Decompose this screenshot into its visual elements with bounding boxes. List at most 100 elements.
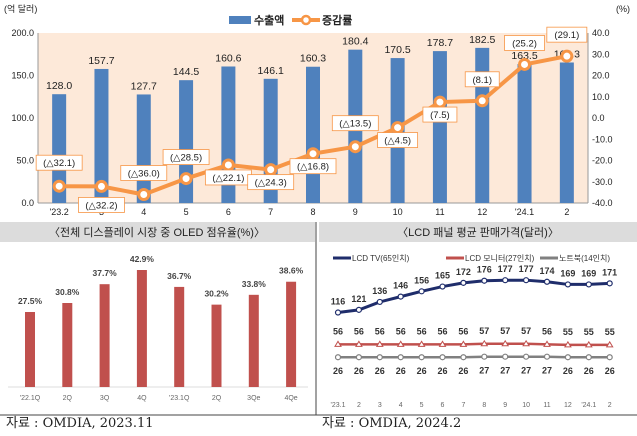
price-label: 26	[563, 366, 573, 376]
legend-label: 노트북(14인치)	[559, 253, 610, 263]
price-point	[418, 354, 425, 361]
growth-point	[264, 163, 278, 177]
legend-line-marker	[300, 14, 312, 26]
price-point	[355, 354, 362, 361]
price-point	[439, 354, 446, 361]
x-tick: 7	[268, 207, 273, 217]
y-right-tick: -40.0	[592, 198, 613, 208]
price-label: 26	[458, 366, 468, 376]
price-label: 156	[414, 275, 429, 285]
price-point	[543, 340, 551, 347]
oled-bar-label: 36.7%	[167, 271, 192, 281]
x-tick: 10	[393, 207, 403, 217]
price-label: 177	[498, 264, 513, 274]
growth-label: (△32.1)	[43, 158, 75, 169]
growth-point	[52, 179, 66, 193]
price-label: 57	[521, 326, 531, 336]
price-point	[522, 353, 530, 360]
y-right-tick: 10.0	[592, 92, 610, 102]
price-label: 55	[563, 327, 573, 337]
price-point	[564, 281, 572, 288]
growth-label: (△16.8)	[297, 162, 329, 173]
growth-label-box	[331, 115, 379, 132]
bar	[306, 66, 320, 204]
source-right: 자료 : OMDIA, 2024.2	[322, 416, 462, 431]
x-tick: 8	[310, 207, 315, 217]
y-left-tick: 150.0	[11, 71, 34, 81]
price-point	[481, 353, 488, 360]
chart2-x-tick: 2Q	[63, 395, 73, 402]
chart2-x-tick: 2Q	[212, 395, 222, 402]
chart3-title: 〈LCD 패널 평균 판매가격(달러)〉	[397, 226, 559, 239]
growth-point	[475, 94, 489, 108]
growth-label: (△28.5)	[170, 153, 202, 164]
legend-bar-swatch	[229, 16, 251, 24]
chart2-title: 〈전체 디스플레이 시장 중 OLED 점유율(%)〉	[49, 226, 265, 239]
oled-bar	[248, 294, 259, 387]
chart3-x-tick: 12	[564, 402, 572, 409]
growth-point	[179, 172, 193, 186]
growth-label: (△4.5)	[384, 136, 411, 147]
price-line	[338, 342, 610, 347]
price-point	[543, 278, 551, 285]
chart3-x-tick: 4	[399, 402, 403, 409]
price-label: 172	[456, 267, 471, 277]
growth-label-box	[162, 149, 210, 165]
chart3-x-tick: 7	[461, 402, 465, 409]
price-point	[376, 354, 383, 361]
price-point	[564, 354, 572, 361]
price-point	[417, 340, 426, 347]
growth-label: (△36.0)	[128, 169, 160, 180]
x-tick: 5	[184, 207, 189, 217]
x-tick: 4	[141, 207, 146, 217]
price-point	[502, 353, 509, 360]
price-label: 26	[605, 366, 615, 376]
price-line	[338, 355, 610, 359]
y-left-tick: 200.0	[11, 28, 34, 38]
bar-label: 160.3	[300, 53, 326, 65]
price-label: 146	[393, 281, 408, 291]
price-point	[459, 340, 468, 347]
x-tick: '23.2	[50, 207, 69, 217]
price-label: 27	[521, 366, 531, 376]
price-label: 56	[396, 326, 406, 336]
x-tick: '24.1	[515, 207, 534, 217]
chart3-x-tick: '24.1	[581, 402, 596, 409]
bar-label: 160.6	[215, 52, 241, 64]
bar	[475, 47, 490, 203]
price-point	[481, 277, 488, 284]
y-left-tick: 100.0	[11, 113, 34, 123]
price-point	[605, 340, 614, 348]
price-point	[376, 298, 383, 306]
chart3-x-tick: 8	[482, 402, 486, 409]
growth-point	[391, 121, 405, 135]
x-tick: 9	[353, 207, 358, 217]
chart2-x-tick: 4Q	[137, 395, 147, 402]
price-label: 27	[479, 366, 489, 376]
growth-point	[221, 158, 235, 172]
chart2-x-tick: '22.1Q	[20, 395, 41, 402]
growth-point	[518, 57, 532, 71]
bar	[136, 94, 151, 203]
price-label: 171	[602, 267, 617, 277]
bar-label: 127.7	[131, 80, 157, 92]
price-label: 176	[477, 265, 492, 275]
price-label: 169	[560, 268, 575, 278]
price-label: 56	[458, 326, 468, 336]
x-tick: 11	[435, 207, 444, 217]
chart2-x-tick: 3Q	[100, 395, 110, 402]
price-point	[585, 281, 592, 288]
price-point	[584, 340, 593, 348]
growth-point	[94, 179, 108, 193]
price-point	[355, 306, 362, 313]
y-right-tick: -20.0	[592, 156, 613, 166]
chart3-x-tick: '23.1	[331, 402, 346, 409]
oled-bar-label: 33.8%	[242, 279, 267, 289]
price-label: 27	[500, 366, 510, 376]
bar	[52, 94, 67, 203]
growth-label: (7.5)	[430, 110, 450, 121]
oled-bar	[25, 312, 35, 387]
growth-point	[348, 140, 362, 154]
price-point	[397, 293, 404, 300]
growth-point	[137, 188, 151, 201]
